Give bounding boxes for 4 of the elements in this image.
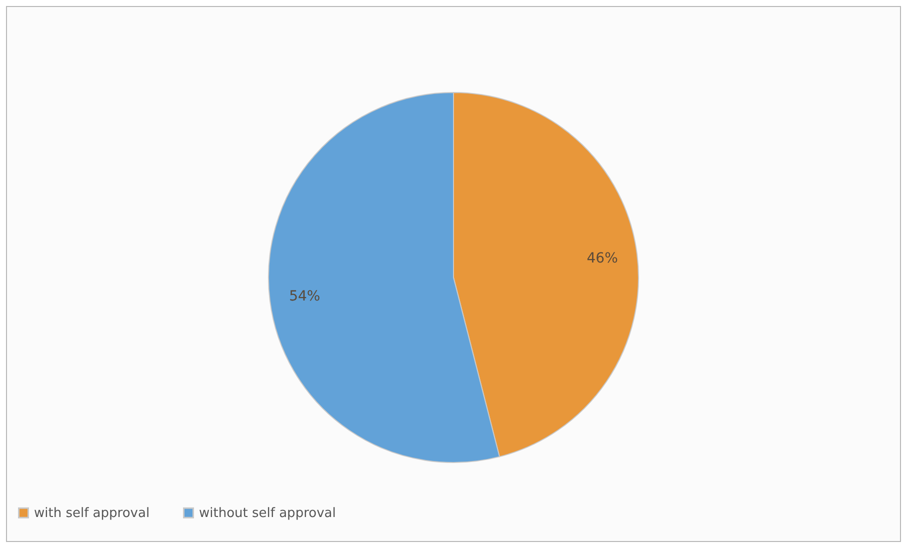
legend-label: without self approval: [199, 506, 336, 521]
data-label: 54%: [289, 288, 320, 304]
data-label: 46%: [586, 250, 618, 267]
legend-label: with self approval: [34, 506, 150, 521]
